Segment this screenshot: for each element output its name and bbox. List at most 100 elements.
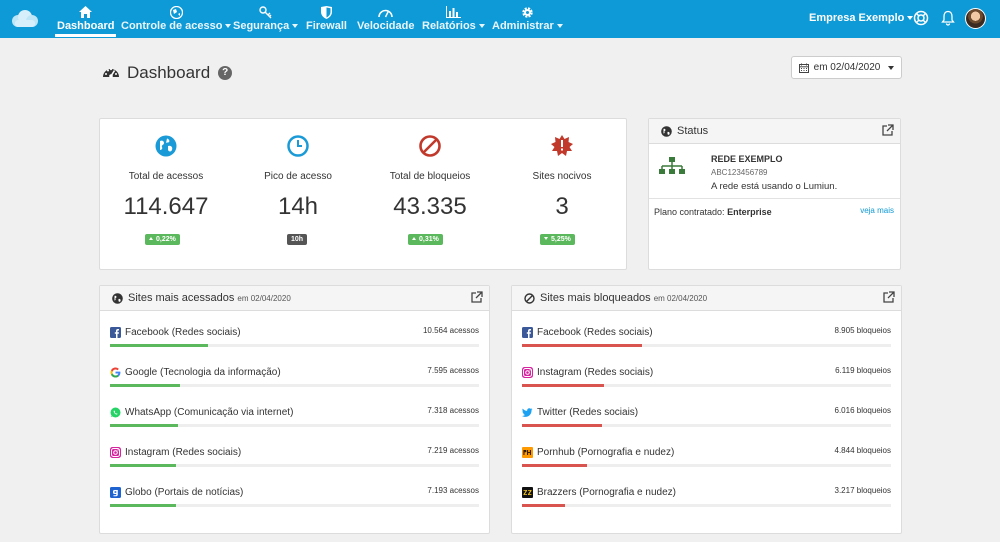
access-count: 10.564 acessos [422,326,479,335]
progress-fill [522,344,642,347]
most-accessed-header: Sites mais acessados em 02/04/2020 [100,286,489,311]
site-name: Google (Tecnologia da informação) [125,367,281,378]
nav-label: Firewall [306,20,347,32]
nav-velocidade[interactable]: Velocidade [357,5,414,35]
list-item[interactable]: Pornhub (Pornografia e nudez) 4.844 bloq… [522,443,891,483]
key-icon [259,5,272,19]
stat-label: Total de acessos [128,171,204,182]
list-item[interactable]: Globo (Portais de notícias) 7.193 acesso… [110,483,479,523]
whatsapp-icon [110,407,121,418]
help-icon[interactable]: ? [218,66,233,80]
nav-label: Velocidade [357,20,415,32]
user-avatar[interactable] [965,8,986,29]
progress-track [522,464,891,467]
nav-relatorios[interactable]: Relatórios [422,5,485,35]
support-lifebuoy-icon[interactable] [913,10,929,26]
progress-fill [110,464,177,467]
caret-down-icon [292,24,299,29]
access-count: 7.595 acessos [427,366,479,375]
stat-label: Total de bloqueios [389,171,471,182]
list-item[interactable]: Google (Tecnologia da informação) 7.595 … [110,363,479,403]
site-name: Instagram (Redes sociais) [537,367,654,378]
top-navbar: Dashboard Controle de acesso Segurança F… [0,0,1000,38]
home-icon [79,5,93,19]
bar-chart-icon [445,5,461,19]
block-count: 4.844 bloqueios [834,446,892,455]
plan-value: Enterprise [727,207,772,217]
plan-info: Plano contratado: Enterprise [654,207,772,217]
external-link-icon[interactable] [883,291,895,303]
arrow-up-icon [149,237,153,240]
instagram-icon [110,447,121,458]
site-name: Twitter (Redes sociais) [537,407,639,418]
stat-value: 14h [277,193,319,220]
status-card: Status REDE EXEMPLO ABC123456789 A rede … [648,118,901,270]
list-item[interactable]: Brazzers (Pornografia e nudez) 3.217 blo… [522,483,891,523]
facebook-icon [110,327,121,338]
globe-icon [112,292,123,304]
stat-value: 114.647 [123,193,209,220]
network-name: REDE EXEMPLO [711,154,783,164]
stat-label: Sites nocivos [532,171,592,182]
gear-icon [521,5,534,19]
network-sitemap-icon [659,157,685,174]
block-count: 8.905 bloqueios [834,326,892,335]
caret-down-icon [888,65,895,70]
list-item[interactable]: Instagram (Redes sociais) 7.219 acessos [110,443,479,483]
speedometer-icon [378,5,394,19]
instagram-icon [522,367,533,378]
most-accessed-date: em 02/04/2020 [237,293,291,303]
nav-firewall[interactable]: Firewall [306,5,347,35]
caret-down-icon [225,24,232,29]
ban-icon [419,135,441,157]
nav-label: Dashboard [57,20,115,32]
caret-down-icon [478,24,485,29]
nav-dashboard[interactable]: Dashboard [54,5,117,37]
progress-track [110,344,479,347]
see-more-link[interactable]: veja mais [860,206,894,215]
shield-icon [320,5,332,19]
caret-down-icon [907,16,914,21]
stat-value: 43.335 [393,193,467,220]
nav-label: Relatórios [422,20,476,32]
company-name: Empresa Exemplo [809,12,905,24]
progress-fill [522,504,566,507]
page-title: Dashboard ? [102,63,233,83]
bell-icon[interactable] [940,10,956,26]
status-card-title: Status [677,125,709,137]
external-link-icon[interactable] [471,291,483,303]
progress-fill [522,384,604,387]
progress-track [522,504,891,507]
progress-fill [522,464,587,467]
access-count: 7.193 acessos [427,486,479,495]
site-name: WhatsApp (Comunicação via internet) [125,407,294,418]
nav-controle-de-acesso[interactable]: Controle de acesso [121,5,232,35]
list-item[interactable]: Facebook (Redes sociais) 10.564 acessos [110,323,479,363]
calendar-icon [798,63,809,73]
nav-seguranca[interactable]: Segurança [233,5,299,35]
nav-administrar[interactable]: Administrar [492,5,563,35]
plan-label: Plano contratado: [654,207,725,217]
progress-track [110,384,479,387]
ban-icon [524,292,535,304]
list-item[interactable]: WhatsApp (Comunicação via internet) 7.31… [110,403,479,443]
most-blocked-title: Sites mais bloqueados [540,292,651,304]
site-name: Globo (Portais de notícias) [125,487,244,498]
clock-icon [287,135,309,157]
site-name: Brazzers (Pornografia e nudez) [537,487,676,498]
site-name: Facebook (Redes sociais) [125,327,241,338]
nav-label: Controle de acesso [121,20,223,32]
progress-track [110,464,479,467]
date-filter-button[interactable]: em 02/04/2020 [791,56,902,79]
access-count: 7.219 acessos [427,446,479,455]
page-title-text: Dashboard [127,63,211,82]
caret-down-icon [556,24,563,29]
list-item[interactable]: Facebook (Redes sociais) 8.905 bloqueios [522,323,891,363]
external-link-icon[interactable] [882,124,894,136]
list-item[interactable]: Twitter (Redes sociais) 6.016 bloqueios [522,403,891,443]
brazzers-icon [522,487,533,498]
globo-icon [110,487,121,498]
lumiun-logo[interactable] [9,9,39,29]
company-selector[interactable]: Empresa Exemplo [809,12,914,24]
list-item[interactable]: Instagram (Redes sociais) 6.119 bloqueio… [522,363,891,403]
